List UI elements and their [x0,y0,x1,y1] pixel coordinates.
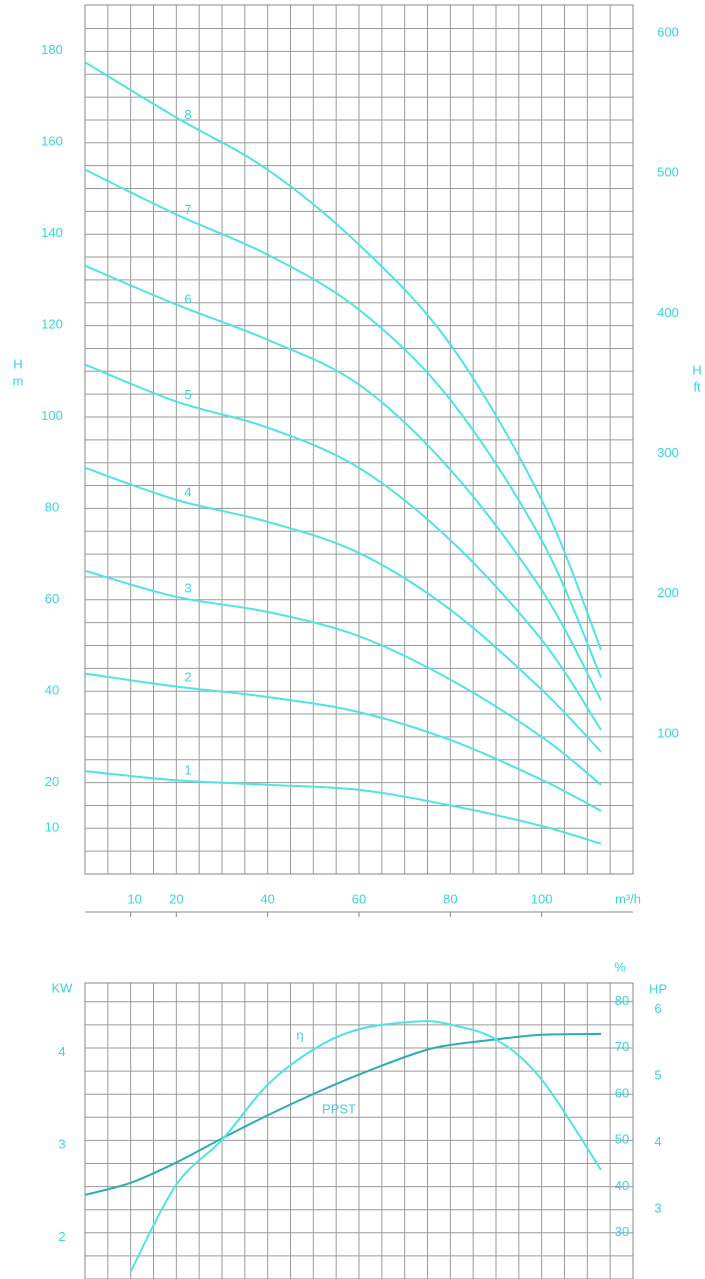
tick-label: 180 [41,42,63,57]
tick-label: 20 [45,774,59,789]
curve-label: 1 [184,762,191,777]
plot-frame [84,982,634,1279]
curve-label: 4 [184,485,191,500]
tick-label: 100 [657,725,679,740]
axis-label: HP [649,981,667,996]
tick-label: 60 [45,591,59,606]
tick-label: 500 [657,165,679,180]
x-tick-label: 100 [531,891,553,906]
chart: 1020406080100120140160180100200300400500… [13,4,702,917]
tick-label: 6 [654,1001,661,1016]
tick-label: 300 [657,445,679,460]
tick-label: 4 [654,1134,661,1149]
curve [84,363,602,731]
x-axis-label: m³/h [615,891,641,906]
plot-frame [84,4,634,875]
curve [84,264,602,701]
tick-label: 2 [58,1229,65,1244]
curve-label: 8 [184,107,191,122]
tick-label: 600 [657,24,679,39]
curve-label: PPST [322,1101,356,1116]
x-tick-label: 40 [260,891,274,906]
curve [84,168,602,678]
tick-label: 120 [41,317,63,332]
tick-label: 4 [58,1044,65,1059]
tick-label: 80 [45,500,59,515]
axis-label: % [614,959,626,974]
curve-label: 7 [184,202,191,217]
curve-label: 5 [184,387,191,402]
tick-label: 3 [58,1136,65,1151]
tick-label: 140 [41,225,63,240]
tick-label: 400 [657,305,679,320]
axis-label: KW [52,980,74,995]
tick-label: 100 [41,408,63,423]
axis-label: H [692,362,701,377]
tick-label: 40 [615,1178,629,1193]
curve [84,770,602,845]
x-tick-label: 60 [352,891,366,906]
curve [84,569,602,786]
curve [84,672,602,812]
curve [84,61,602,651]
curve-label: 3 [184,581,191,596]
tick-label: 70 [615,1039,629,1054]
tick-label: 160 [41,134,63,149]
x-tick-label: 80 [443,891,457,906]
curve-label: 2 [184,669,191,684]
curve-label: 6 [184,291,191,306]
tick-label: 10 [45,820,59,835]
tick-label: 30 [615,1224,629,1239]
curve-label: η [296,1027,303,1042]
axis-label: H [13,356,22,371]
x-tick-label: 20 [169,891,183,906]
tick-label: 80 [615,993,629,1008]
tick-label: 3 [654,1201,661,1216]
chart: 2 3 4 30 40 50 60 70 80 3 4 5 6 KW% HP PPST η [52,959,667,1279]
tick-label: 40 [45,682,59,697]
tick-label: 50 [615,1132,629,1147]
tick-label: 200 [657,585,679,600]
curve [129,1020,602,1273]
axis-unit: ft [693,379,701,394]
curve [84,1032,602,1196]
axis-unit: m [13,373,24,388]
x-tick-label: 10 [127,891,141,906]
tick-label: 5 [654,1068,661,1083]
curve [84,466,602,753]
tick-label: 60 [615,1085,629,1100]
